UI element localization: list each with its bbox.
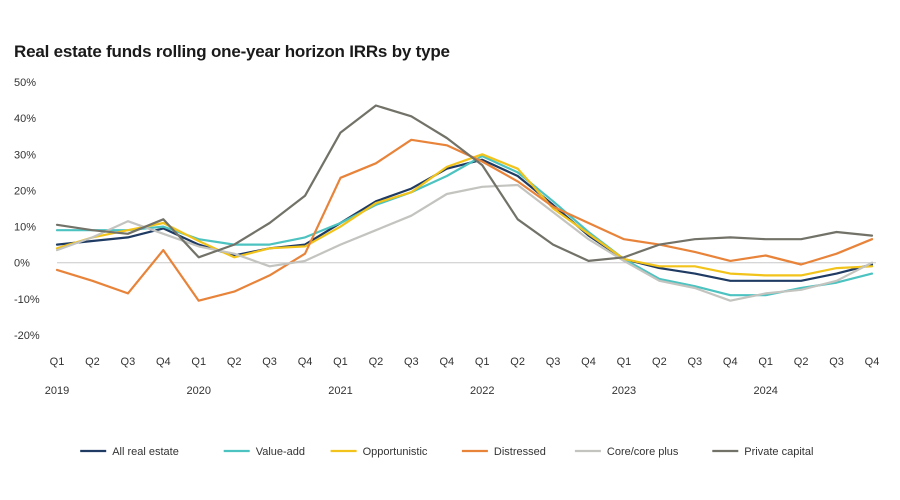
x-tick-label: Q1 bbox=[617, 356, 632, 368]
x-tick-label: Q2 bbox=[369, 356, 384, 368]
x-tick-label: Q4 bbox=[156, 356, 171, 368]
series-lines bbox=[55, 104, 874, 302]
y-axis: 50% 40% 30% 20% 10% 0% -10% -20% bbox=[14, 77, 40, 342]
y-tick-label: -10% bbox=[14, 294, 40, 306]
x-tick-label: Q4 bbox=[865, 356, 880, 368]
legend-item: Private capital bbox=[712, 446, 813, 458]
legend-label: Core/core plus bbox=[607, 446, 679, 458]
x-tick-label: Q3 bbox=[404, 356, 419, 368]
legend-label: All real estate bbox=[112, 446, 179, 458]
year-label: 2019 bbox=[45, 385, 69, 397]
series-line-opportunistic bbox=[55, 153, 874, 277]
x-tick-label: Q1 bbox=[475, 356, 490, 368]
chart-title: Real estate funds rolling one-year horiz… bbox=[14, 42, 450, 61]
legend: All real estate Value-add Opportunistic Dis… bbox=[80, 446, 813, 458]
y-tick-label: 50% bbox=[14, 77, 36, 89]
x-tick-label: Q3 bbox=[546, 356, 561, 368]
legend-item: Value-add bbox=[223, 446, 305, 458]
series-line-core-core-plus bbox=[55, 183, 874, 302]
series-line-distressed bbox=[55, 138, 874, 302]
y-tick-label: 20% bbox=[14, 185, 36, 197]
x-tick-label: Q4 bbox=[581, 356, 596, 368]
year-label: 2023 bbox=[612, 385, 636, 397]
x-tick-label: Q4 bbox=[723, 356, 738, 368]
legend-label: Value-add bbox=[256, 446, 305, 458]
x-tick-label: Q2 bbox=[652, 356, 667, 368]
legend-item: All real estate bbox=[80, 446, 179, 458]
x-tick-label: Q2 bbox=[227, 356, 242, 368]
year-label: 2024 bbox=[753, 385, 777, 397]
series-line-private-capital bbox=[55, 104, 874, 262]
x-tick-label: Q1 bbox=[191, 356, 206, 368]
y-tick-label: 30% bbox=[14, 149, 36, 161]
legend-label: Distressed bbox=[494, 446, 546, 458]
x-tick-label: Q2 bbox=[794, 356, 809, 368]
x-tick-label: Q4 bbox=[298, 356, 313, 368]
y-tick-label: 0% bbox=[14, 258, 30, 270]
legend-item: Opportunistic bbox=[330, 446, 428, 458]
year-label: 2021 bbox=[328, 385, 352, 397]
x-tick-label: Q3 bbox=[121, 356, 136, 368]
x-axis: Q1 Q2 Q3 Q4 Q1 Q2 Q3 Q4 Q1 Q2 Q3 Q4 Q1 Q2 Q3 Q4 Q1 Q2 Q3 Q4… bbox=[45, 356, 880, 397]
x-tick-label: Q3 bbox=[262, 356, 277, 368]
y-tick-label: 10% bbox=[14, 222, 36, 234]
x-tick-label: Q1 bbox=[758, 356, 773, 368]
year-label: 2022 bbox=[470, 385, 494, 397]
y-tick-label: -20% bbox=[14, 330, 40, 342]
legend-item: Distressed bbox=[461, 446, 546, 458]
x-tick-label: Q2 bbox=[85, 356, 100, 368]
x-tick-label: Q2 bbox=[510, 356, 525, 368]
x-tick-label: Q4 bbox=[439, 356, 454, 368]
legend-item: Core/core plus bbox=[574, 446, 679, 458]
y-tick-label: 40% bbox=[14, 113, 36, 125]
x-tick-label: Q3 bbox=[687, 356, 702, 368]
x-tick-label: Q1 bbox=[333, 356, 348, 368]
legend-label: Private capital bbox=[744, 446, 813, 458]
x-tick-label: Q1 bbox=[50, 356, 65, 368]
series-line-all-real-estate bbox=[55, 158, 874, 282]
year-label: 2020 bbox=[186, 385, 210, 397]
x-tick-label: Q3 bbox=[829, 356, 844, 368]
legend-label: Opportunistic bbox=[363, 446, 428, 458]
